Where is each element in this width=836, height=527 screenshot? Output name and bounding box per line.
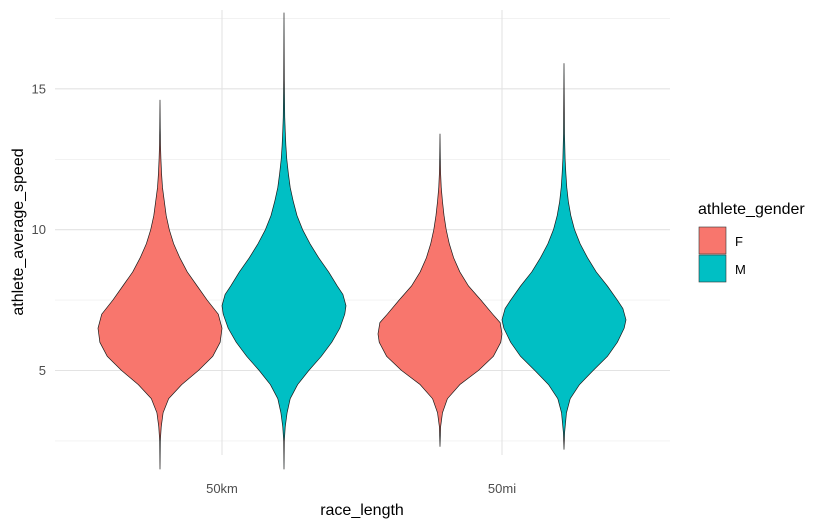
violin-m-50km [221, 12, 347, 470]
violin-f-50mi [377, 133, 503, 447]
x-tick-label: 50km [206, 481, 238, 496]
y-tick-label: 10 [32, 222, 46, 237]
x-axis-title: race_length [320, 502, 404, 519]
y-tick-label: 15 [32, 81, 46, 96]
legend-label-f: F [735, 234, 743, 249]
violin-m-50mi [501, 63, 627, 450]
y-tick-labels: 5 10 15 [32, 81, 46, 378]
legend-title: athlete_gender [698, 201, 805, 218]
y-axis-title: athlete_average_speed [10, 148, 27, 315]
violins [97, 12, 627, 470]
x-tick-labels: 50km 50mi [206, 481, 516, 496]
legend: athlete_gender F M [698, 201, 805, 283]
legend-key-m [698, 254, 727, 283]
y-tick-label: 5 [39, 363, 46, 378]
legend-label-m: M [735, 262, 746, 277]
legend-key-f [698, 226, 727, 255]
violin-f-50km [97, 99, 223, 470]
x-tick-label: 50mi [488, 481, 516, 496]
